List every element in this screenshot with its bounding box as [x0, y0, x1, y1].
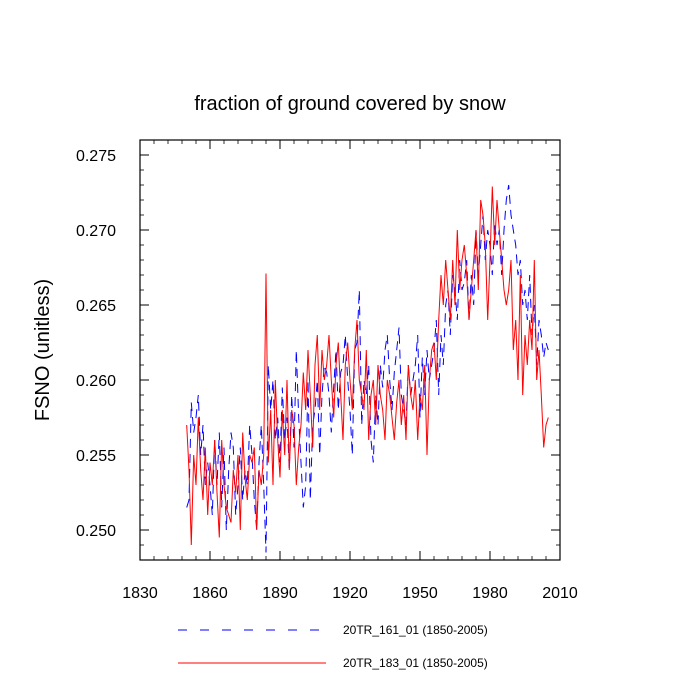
- axis-ticks: [139, 139, 561, 561]
- y-axis-label: FSNO (unitless): [32, 279, 54, 421]
- x-tick-label: 1830: [122, 585, 158, 602]
- y-tick-label: 0.265: [76, 298, 116, 315]
- y-tick-label: 0.275: [76, 148, 116, 165]
- x-tick-label: 2010: [542, 585, 578, 602]
- x-tick-label: 1860: [192, 585, 228, 602]
- x-tick-label: 1890: [262, 585, 298, 602]
- chart-title: fraction of ground covered by snow: [194, 93, 506, 115]
- y-tick-label: 0.260: [76, 373, 116, 390]
- series-line-1: [186, 184, 549, 553]
- legend-label-2: 20TR_183_01 (1850-2005): [343, 656, 488, 670]
- legend-label-1: 20TR_161_01 (1850-2005): [343, 623, 488, 637]
- y-tick-label: 0.250: [76, 523, 116, 540]
- series-line-2: [186, 186, 549, 546]
- legend: 20TR_161_01 (1850-2005) 20TR_183_01 (1850…: [178, 623, 488, 670]
- x-tick-label: 1980: [472, 585, 508, 602]
- y-tick-label: 0.270: [76, 223, 116, 240]
- y-tick-label: 0.255: [76, 448, 116, 465]
- axis-tick-labels: 1830 1860 1890 1920 1950 1980 2010 0.250 0.255 0.…: [76, 148, 578, 602]
- x-tick-label: 1950: [402, 585, 438, 602]
- x-tick-label: 1920: [332, 585, 368, 602]
- series-layer: [186, 184, 549, 553]
